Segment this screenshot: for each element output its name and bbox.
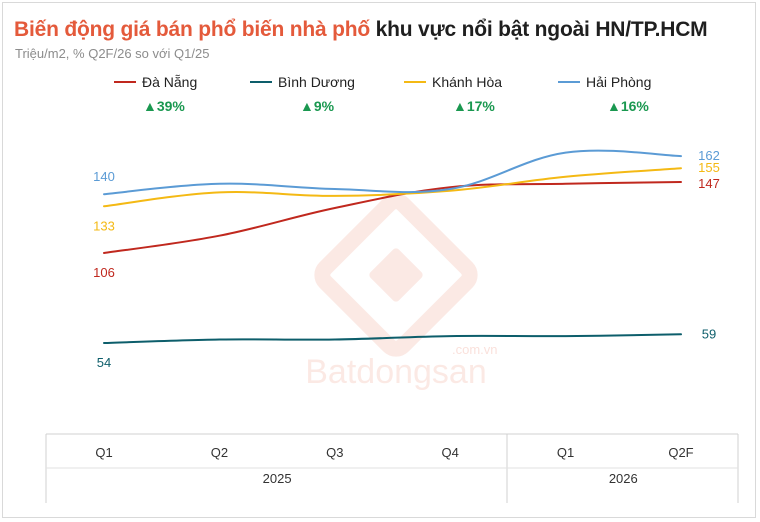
legend-swatch xyxy=(558,81,580,83)
series-line xyxy=(103,333,682,344)
data-label-last: 155 xyxy=(698,160,720,175)
series-line xyxy=(103,149,682,196)
series-line xyxy=(103,167,682,208)
data-label-last: 59 xyxy=(702,326,716,341)
legend-label: Khánh Hòa xyxy=(432,74,503,90)
x-tick-label: Q2F xyxy=(668,445,693,460)
legend-swatch xyxy=(404,81,426,83)
data-labels: 106 147 54 59 133 155 140 162 xyxy=(93,148,720,370)
x-year-label: 2025 xyxy=(263,471,292,486)
legend-item-khanh-hoa: Khánh Hòa xyxy=(404,72,502,92)
data-label-first: 133 xyxy=(93,218,115,233)
x-tick-label: Q3 xyxy=(326,445,343,460)
x-tick-label: Q2 xyxy=(211,445,228,460)
change-badge-binh-duong: ▲9% xyxy=(300,98,335,114)
x-tick-label: Q1 xyxy=(557,445,574,460)
legend-item-binh-duong: Bình Dương xyxy=(250,72,355,92)
change-badge-da-nang: ▲39% xyxy=(143,98,185,114)
x-year-label: 2026 xyxy=(609,471,638,486)
series-line xyxy=(103,181,682,254)
legend-swatch xyxy=(114,81,136,83)
chart-title-rest: khu vực nổi bật ngoài HN/TP.HCM xyxy=(375,18,708,41)
series-lines xyxy=(103,149,682,344)
legend-item-da-nang: Đà Nẵng xyxy=(114,72,197,92)
x-tick-label: Q4 xyxy=(442,445,459,460)
change-badge-hai-phong: ▲16% xyxy=(607,98,649,114)
legend-item-hai-phong: Hải Phòng xyxy=(558,72,651,92)
change-badge-khanh-hoa: ▲17% xyxy=(453,98,495,114)
legend-label: Bình Dương xyxy=(278,74,355,90)
watermark-brand: Batdongsan xyxy=(305,353,487,391)
watermark-domain: .com.vn xyxy=(452,342,498,357)
data-label-last: 162 xyxy=(698,148,720,163)
legend-label: Đà Nẵng xyxy=(142,74,198,90)
watermark-logo xyxy=(314,193,478,357)
data-label-last: 147 xyxy=(698,176,720,191)
x-axis: Q1 Q2 Q3 Q4 Q1 Q2F 2025 2026 xyxy=(45,433,739,503)
legend-swatch xyxy=(250,81,272,83)
data-label-first: 140 xyxy=(93,169,115,184)
data-label-first: 106 xyxy=(93,265,115,280)
legend-label: Hải Phòng xyxy=(586,74,652,90)
chart-title-highlight: Biến động giá bán phổ biến nhà phố xyxy=(14,18,371,41)
data-label-first: 54 xyxy=(97,355,111,370)
chart-subtitle: Triệu/m2, % Q2F/26 so với Q1/25 xyxy=(15,46,210,61)
x-tick-label: Q1 xyxy=(95,445,112,460)
chart-title: Biến động giá bán phổ biến nhà phố khu v… xyxy=(14,18,708,42)
